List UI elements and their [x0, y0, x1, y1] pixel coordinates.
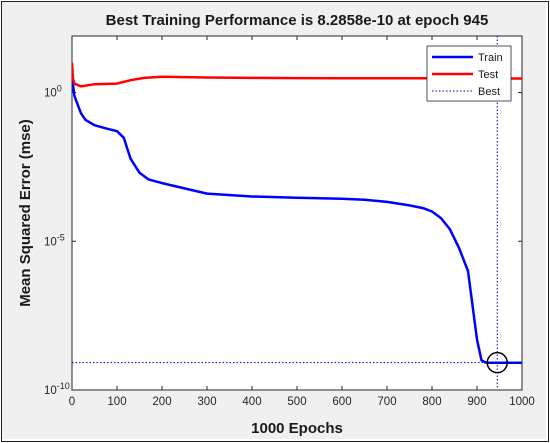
best-point-marker	[486, 351, 508, 374]
y-tick-label: 10-10	[44, 381, 70, 397]
x-tick-label: 1000	[509, 396, 535, 408]
series-layer	[72, 36, 522, 390]
x-tick-label: 0	[69, 396, 75, 408]
x-tick-label: 200	[152, 396, 171, 408]
x-tick-label: 500	[287, 396, 306, 408]
x-tick-label: 100	[107, 396, 126, 408]
series-line-train	[72, 71, 522, 364]
x-tick-label: 300	[197, 396, 216, 408]
legend-label-best: Best	[478, 86, 500, 98]
x-tick-label: 900	[467, 396, 486, 408]
chart-title: Best Training Performance is 8.2858e-10 …	[106, 12, 489, 29]
y-tick-label: 100	[44, 84, 62, 100]
x-tick-label: 600	[332, 396, 351, 408]
x-tick-label: 800	[422, 396, 441, 408]
axis-ticks: 0 100 200 300 400 500 600 700 800 900 1000 100 10-5 1…	[44, 36, 535, 408]
x-tick-label: 400	[242, 396, 261, 408]
legend-label-test: Test	[478, 69, 498, 81]
series-line-test	[72, 62, 522, 88]
legend-label-train: Train	[478, 52, 503, 64]
legend: Train Test Best	[426, 45, 512, 102]
y-axis-label: Mean Squared Error (mse)	[17, 119, 34, 307]
y-tick-label: 10-5	[44, 232, 65, 248]
x-tick-label: 700	[377, 396, 396, 408]
x-axis-label: 1000 Epochs	[251, 420, 343, 437]
